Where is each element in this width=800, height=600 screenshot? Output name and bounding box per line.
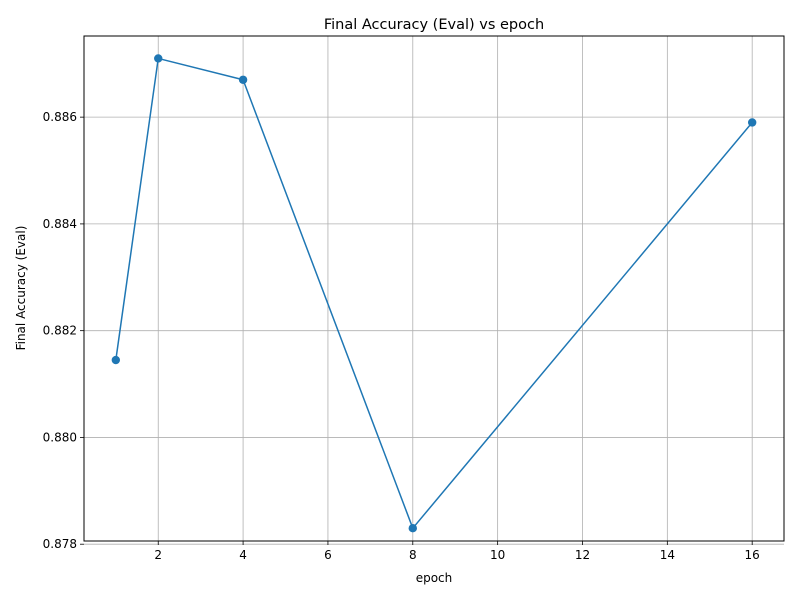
x-tick-label: 6 — [324, 548, 332, 562]
plot-area-frame — [83, 35, 785, 542]
y-tick-label: 0.880 — [43, 430, 77, 444]
y-axis-ticks: 0.878 0.880 0.882 0.884 0.886 — [43, 110, 84, 551]
x-axis-label: epoch — [416, 571, 453, 585]
x-tick-label: 10 — [490, 548, 505, 562]
y-tick-label: 0.882 — [43, 324, 77, 338]
chart-title: Final Accuracy (Eval) vs epoch — [324, 17, 544, 33]
grid — [84, 36, 784, 545]
data-point — [111, 355, 121, 365]
x-axis-ticks: 2 4 6 8 10 12 14 16 — [154, 541, 760, 562]
y-tick-label: 0.878 — [43, 537, 77, 551]
data-point — [154, 54, 163, 63]
series-layer — [111, 54, 757, 533]
x-tick-label: 8 — [409, 548, 417, 562]
x-tick-label: 14 — [660, 548, 675, 562]
x-tick-label: 12 — [575, 548, 590, 562]
y-tick-label: 0.884 — [43, 217, 77, 231]
data-point — [238, 75, 248, 84]
data-point — [747, 118, 757, 127]
x-tick-label: 16 — [745, 548, 760, 562]
x-tick-label: 4 — [239, 548, 247, 562]
data-point — [408, 523, 417, 533]
y-axis-label: Final Accuracy (Eval) — [14, 226, 28, 351]
x-tick-label: 2 — [154, 548, 162, 562]
y-tick-label: 0.886 — [43, 110, 77, 124]
